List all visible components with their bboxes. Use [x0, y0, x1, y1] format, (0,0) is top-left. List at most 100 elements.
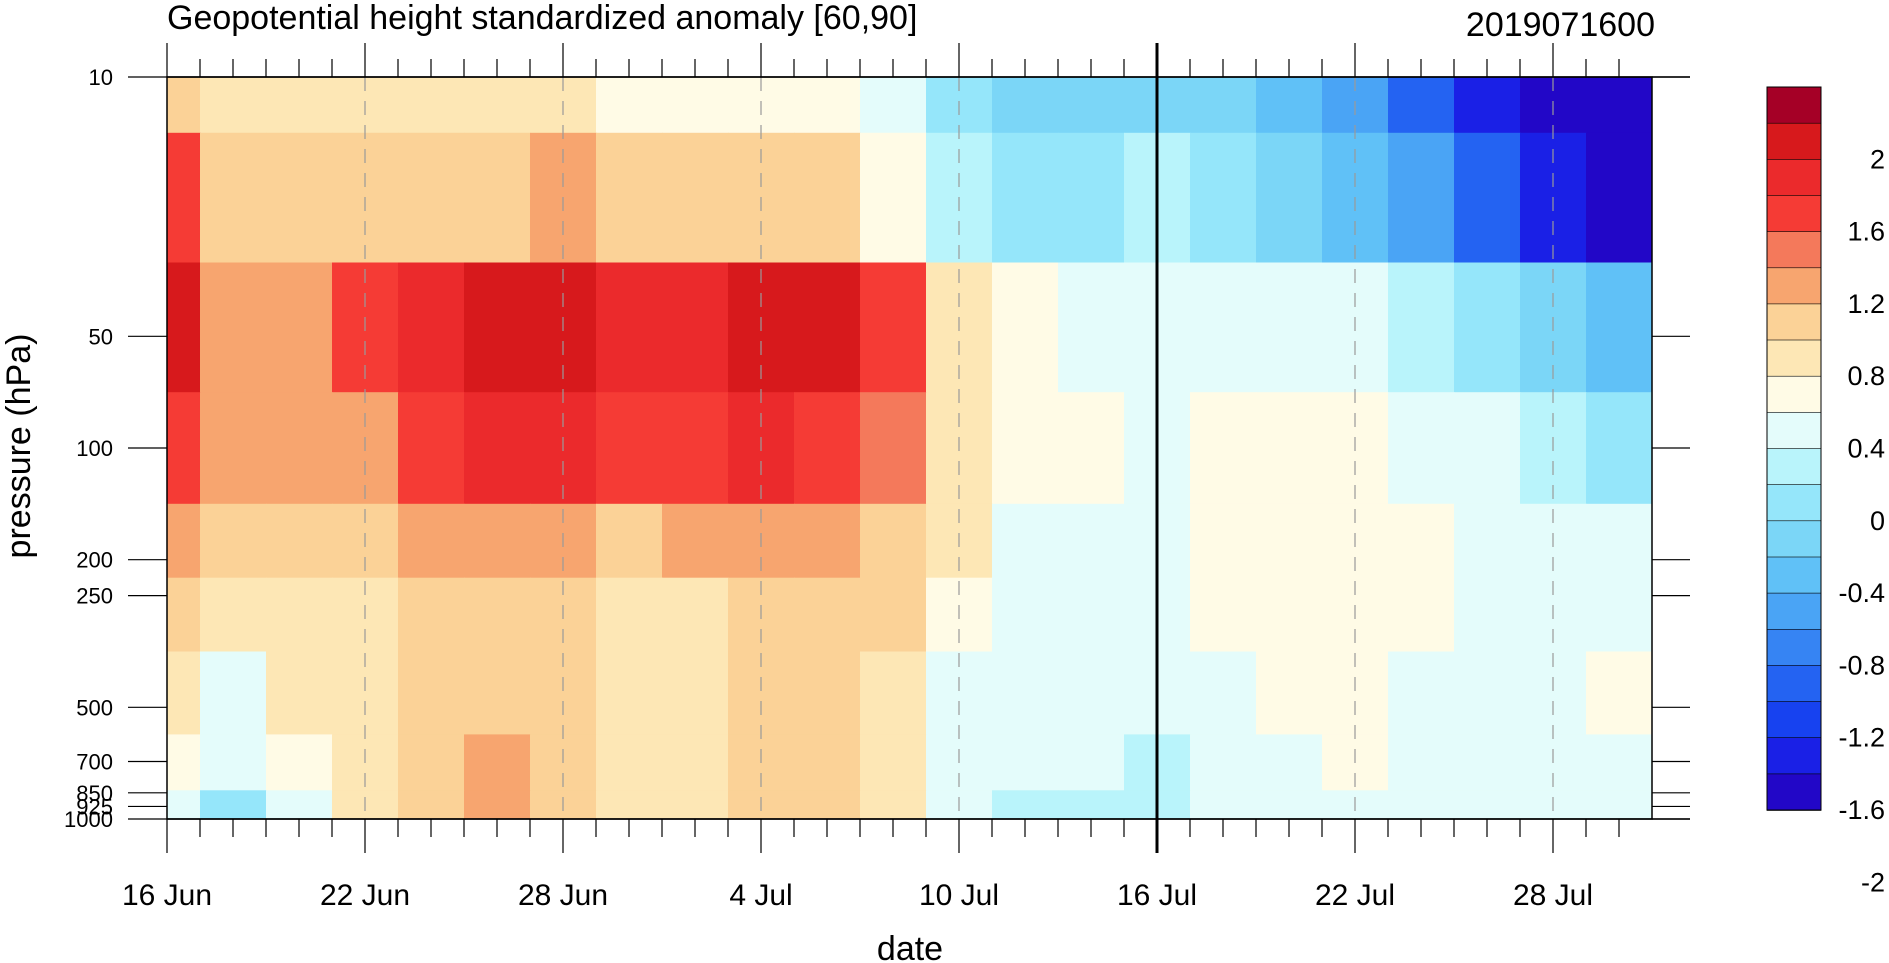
field-cell [1256, 503, 1323, 579]
field-cell [398, 262, 465, 393]
field-cell [266, 262, 333, 393]
colorbar-label: 0.8 [1847, 361, 1885, 391]
chart-title: Geopotential height standardized anomaly… [167, 0, 917, 37]
field-cell [167, 651, 201, 735]
field-cell [1454, 734, 1521, 791]
field-cell [1190, 577, 1257, 653]
field-cell [794, 132, 861, 264]
field-cell [662, 651, 729, 735]
field-cell [992, 262, 1059, 393]
colorbar-swatch [1766, 411, 1822, 450]
field-cell [1388, 77, 1455, 134]
field-cell [398, 577, 465, 653]
colorbar-label: -0.8 [1838, 650, 1885, 680]
field-cell [596, 503, 663, 579]
colorbar-swatch [1766, 339, 1822, 377]
field-cell [794, 577, 861, 653]
field-cell [992, 503, 1059, 579]
field-cell [662, 132, 729, 264]
field-cell [398, 734, 465, 791]
colorbar-label: -2 [1861, 867, 1885, 897]
field-cell [596, 577, 663, 653]
colorbar-swatch [1766, 303, 1822, 341]
field-cell [398, 392, 465, 505]
field-cell [1388, 734, 1455, 791]
colorbar: 2 1.6 1.2 0.8 0.4 0 -0.4 -0.8 -1.2 -1.6 -2 [1766, 86, 1885, 897]
field-cell [794, 651, 861, 735]
field-cell [992, 392, 1059, 505]
colorbar-swatch [1766, 231, 1822, 269]
x-tick-label: 28 Jul [1513, 879, 1593, 912]
colorbar-label: -0.4 [1838, 578, 1885, 608]
y-tick-label: 250 [76, 584, 113, 609]
field-cell [1190, 262, 1257, 393]
field-cell [266, 503, 333, 579]
field-cell [167, 790, 201, 819]
field-cell [1454, 132, 1521, 264]
colorbar-swatch [1766, 195, 1822, 233]
colorbar-swatch [1766, 86, 1822, 124]
field-cell [167, 577, 201, 653]
field-cell [1190, 77, 1257, 134]
colorbar-swatch [1766, 773, 1822, 811]
field-cell [266, 77, 333, 134]
field-cell [860, 577, 927, 653]
field-cell [992, 651, 1059, 735]
field-cell [200, 132, 267, 264]
field-cell [464, 503, 531, 579]
field-cell [1190, 392, 1257, 505]
field-cell [1058, 262, 1125, 393]
y-tick-label: 700 [76, 750, 113, 775]
field-cell [266, 734, 333, 791]
field-cell [464, 577, 531, 653]
field-cell [662, 77, 729, 134]
field-cell [1586, 577, 1652, 653]
y-tick-label: 10 [89, 65, 113, 90]
field-cell [167, 77, 201, 134]
field-cell [992, 790, 1059, 819]
colorbar-label: -1.6 [1838, 795, 1885, 825]
field-cell [1388, 392, 1455, 505]
field-cell [266, 392, 333, 505]
x-tick-label: 16 Jun [122, 879, 212, 912]
field-cell [1256, 651, 1323, 735]
field-cell [1454, 77, 1521, 134]
field-cell [596, 734, 663, 791]
field-cell [1058, 132, 1125, 264]
field-cell [398, 77, 465, 134]
colorbar-swatch [1766, 592, 1822, 630]
y-tick-label: 100 [76, 436, 113, 461]
field-cell [662, 392, 729, 505]
field-cell [1256, 392, 1323, 505]
field-cell [662, 262, 729, 393]
field-cell [1256, 734, 1323, 791]
field-cell [167, 734, 201, 791]
field-cell [398, 503, 465, 579]
field-cell [860, 77, 927, 134]
field-cell [200, 392, 267, 505]
field-cell [1190, 734, 1257, 791]
field-cell [1454, 262, 1521, 393]
y-tick-label: 50 [89, 324, 113, 349]
field-cell [596, 132, 663, 264]
x-tick-label: 28 Jun [518, 879, 608, 912]
field-cell [1388, 262, 1455, 393]
field-cell [1586, 651, 1652, 735]
colorbar-swatch [1766, 122, 1822, 161]
field-cell [398, 132, 465, 264]
y-tick-label: 925 [76, 794, 113, 819]
field-cell [1454, 577, 1521, 653]
field-cell [200, 734, 267, 791]
field-cell [860, 262, 927, 393]
field-cell [1586, 392, 1652, 505]
field-cell [1388, 503, 1455, 579]
field-cell [860, 790, 927, 819]
y-tick-label: 500 [76, 695, 113, 720]
colorbar-swatch [1766, 484, 1822, 522]
field-cell [596, 790, 663, 819]
colorbar-swatch [1766, 267, 1822, 305]
field-cell [1586, 262, 1652, 393]
field-cell [1388, 577, 1455, 653]
colorbar-swatch [1766, 448, 1822, 486]
x-tick-label: 10 Jul [919, 879, 999, 912]
